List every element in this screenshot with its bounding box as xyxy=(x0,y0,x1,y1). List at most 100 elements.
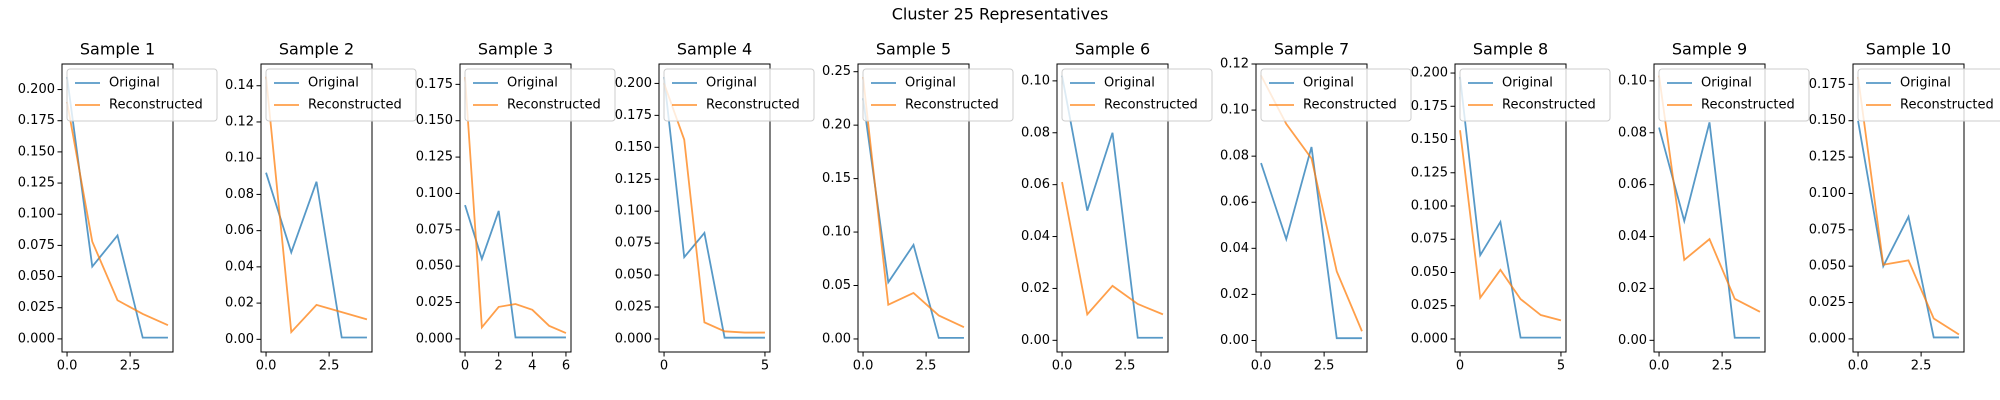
legend-box xyxy=(66,68,218,122)
subplot-title: Sample 6 xyxy=(1075,40,1150,59)
legend: Original Reconstructed xyxy=(1658,68,1810,122)
series-line xyxy=(66,76,168,339)
y-tick-label: 0.175 xyxy=(1411,99,1448,114)
legend: Original Reconstructed xyxy=(1260,68,1412,122)
y-tick-label: 0.100 xyxy=(1809,186,1846,201)
x-tick-label: 0.0 xyxy=(1052,359,1073,374)
legend-box xyxy=(464,68,616,122)
y-tick-label: 0.025 xyxy=(18,300,55,315)
y-tick-label: 0.08 xyxy=(225,187,254,202)
x-tick-label: 0.0 xyxy=(1251,359,1272,374)
axes-frame xyxy=(61,63,174,353)
axes-frame xyxy=(1454,63,1567,353)
legend-label: Reconstructed xyxy=(1303,98,1397,113)
y-tick-label: 0.050 xyxy=(1411,265,1448,280)
y-tick-label: 0.025 xyxy=(1809,295,1846,310)
y-tick-label: 0.14 xyxy=(225,78,254,93)
legend-box xyxy=(663,68,815,122)
legend: Original Reconstructed xyxy=(1459,68,1611,122)
legend-box xyxy=(1857,68,2000,122)
y-tick-label: 0.150 xyxy=(615,140,652,155)
series-line xyxy=(1459,130,1562,322)
y-tick-label: 0.00 xyxy=(1618,333,1647,348)
y-tick-label: 0.00 xyxy=(822,331,851,346)
x-tick-label: 0.0 xyxy=(1649,359,1670,374)
legend-label: Original xyxy=(1900,76,1951,91)
subplot: Sample 8 0.000 0.025 0.050 0.075 0.100 0.125 0.… xyxy=(1411,40,1611,374)
y-tick-label: 0.00 xyxy=(1021,333,1050,348)
legend-label: Reconstructed xyxy=(1104,98,1198,113)
axes-frame xyxy=(459,63,572,353)
legend: Original Reconstructed xyxy=(1857,68,2000,122)
y-tick-label: 0.25 xyxy=(822,64,851,79)
y-tick-label: 0.12 xyxy=(225,114,254,129)
axes-frame xyxy=(1852,63,1965,353)
y-tick-label: 0.10 xyxy=(822,225,851,240)
x-tick-label: 0 xyxy=(461,359,469,374)
legend-label: Original xyxy=(507,76,558,91)
y-tick-label: 0.08 xyxy=(1618,125,1647,140)
subplot: Sample 6 0.00 0.02 0.04 0.06 0.08 0.10 0.0 2.5 Or… xyxy=(1021,40,1213,374)
axes-frame xyxy=(260,63,373,353)
y-tick-label: 0.100 xyxy=(615,204,652,219)
y-tick-label: 0.150 xyxy=(18,144,55,159)
y-tick-label: 0.15 xyxy=(822,171,851,186)
y-tick-label: 0.06 xyxy=(1618,177,1647,192)
axes-frame xyxy=(1056,63,1169,353)
y-tick-label: 0.04 xyxy=(1618,229,1647,244)
series-line xyxy=(1857,76,1960,336)
x-tick-label: 2.5 xyxy=(1115,359,1136,374)
y-tick-label: 0.05 xyxy=(822,278,851,293)
y-tick-label: 0.125 xyxy=(1411,165,1448,180)
legend-box xyxy=(1061,68,1213,122)
series-line xyxy=(464,204,566,339)
y-tick-label: 0.12 xyxy=(1220,57,1249,72)
y-tick-label: 0.000 xyxy=(1411,331,1448,346)
subplot-title: Sample 4 xyxy=(677,40,752,59)
y-tick-label: 0.075 xyxy=(1809,222,1846,237)
legend-label: Original xyxy=(1104,76,1155,91)
y-tick-label: 0.04 xyxy=(1021,229,1050,244)
y-tick-label: 0.125 xyxy=(615,172,652,187)
subplot-title: Sample 9 xyxy=(1672,40,1747,59)
y-tick-label: 0.02 xyxy=(1021,281,1050,296)
subplot: Sample 4 0.000 0.025 0.050 0.075 0.100 0.125 0.… xyxy=(615,40,815,374)
x-tick-label: 0 xyxy=(1456,359,1464,374)
y-tick-label: 0.050 xyxy=(416,259,453,274)
subplot-title: Sample 1 xyxy=(80,40,155,59)
subplot-title: Sample 5 xyxy=(876,40,951,59)
legend: Original Reconstructed xyxy=(1061,68,1213,122)
subplot-title: Sample 8 xyxy=(1473,40,1548,59)
legend-box xyxy=(862,68,1014,122)
x-tick-label: 6 xyxy=(562,359,570,374)
axes-frame xyxy=(1255,63,1368,353)
y-tick-label: 0.075 xyxy=(416,222,453,237)
y-tick-label: 0.100 xyxy=(18,207,55,222)
subplot-title: Sample 2 xyxy=(279,40,354,59)
legend-label: Original xyxy=(109,76,160,91)
y-tick-label: 0.000 xyxy=(18,331,55,346)
legend: Original Reconstructed xyxy=(66,68,218,122)
x-tick-label: 2.5 xyxy=(1911,359,1932,374)
x-tick-label: 0.0 xyxy=(1848,359,1869,374)
y-tick-label: 0.025 xyxy=(416,295,453,310)
x-tick-label: 0.0 xyxy=(853,359,874,374)
y-tick-label: 0.175 xyxy=(1809,77,1846,92)
series-line xyxy=(1061,181,1164,317)
y-tick-label: 0.150 xyxy=(1411,132,1448,147)
x-tick-label: 5 xyxy=(761,359,769,374)
y-tick-label: 0.08 xyxy=(1021,125,1050,140)
y-tick-label: 0.10 xyxy=(1021,73,1050,88)
y-tick-label: 0.00 xyxy=(1220,333,1249,348)
y-tick-label: 0.20 xyxy=(822,118,851,133)
legend-label: Reconstructed xyxy=(1900,98,1994,113)
y-tick-label: 0.100 xyxy=(416,186,453,201)
x-tick-label: 2.5 xyxy=(319,359,340,374)
legend-box xyxy=(265,68,417,122)
y-tick-label: 0.125 xyxy=(416,150,453,165)
y-tick-label: 0.050 xyxy=(18,269,55,284)
series-line xyxy=(1061,75,1163,339)
legend-label: Reconstructed xyxy=(109,98,203,113)
x-tick-label: 0 xyxy=(660,359,668,374)
y-tick-label: 0.02 xyxy=(1618,281,1647,296)
